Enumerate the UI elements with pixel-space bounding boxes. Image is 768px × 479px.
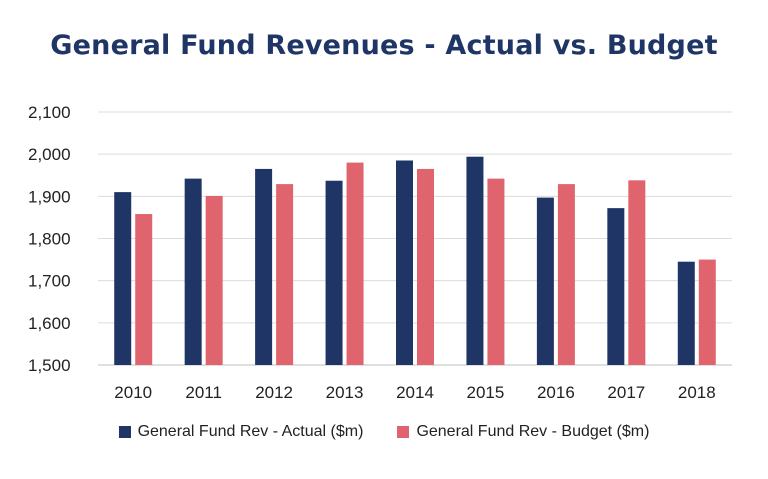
x-tick-label: 2014 (396, 383, 434, 402)
legend-swatch-actual (118, 426, 131, 438)
grid-lines (98, 111, 732, 366)
y-tick-label: 1,800 (28, 230, 71, 249)
y-axis: 1,500 1,600 1,700 1,800 1,900 2,000 2,100 (28, 103, 71, 375)
legend-swatch-budget (397, 426, 410, 438)
x-tick-label: 2011 (185, 383, 222, 402)
bar-actual (114, 192, 132, 365)
bar-budget (135, 214, 153, 365)
bar-budget (417, 168, 434, 365)
y-tick-label: 1,500 (28, 356, 71, 375)
bar-actual (255, 168, 273, 365)
legend-label-budget: General Fund Rev - Budget ($m) (416, 423, 650, 440)
bar-budget (487, 178, 505, 365)
x-tick-label: 2013 (326, 383, 364, 402)
x-tick-label: 2017 (607, 383, 645, 402)
x-tick-label: 2018 (678, 383, 716, 402)
bar-actual (536, 197, 554, 365)
bar-budget (628, 180, 646, 365)
x-tick-label: 2010 (114, 383, 152, 402)
chart-title: General Fund Revenues - Actual vs. Budge… (50, 30, 718, 61)
bars (114, 156, 716, 365)
bar-budget (346, 162, 364, 365)
x-tick-label: 2015 (467, 383, 505, 402)
bar-budget (698, 259, 716, 365)
bar-budget (276, 184, 294, 365)
bar-actual (184, 178, 202, 365)
bar-actual (677, 261, 695, 365)
y-tick-label: 1,700 (28, 272, 71, 291)
x-tick-label: 2016 (537, 383, 575, 402)
legend-item-budget: General Fund Rev - Budget ($m) (397, 423, 649, 441)
y-tick-label: 1,900 (28, 187, 71, 206)
y-tick-label: 1,600 (28, 314, 71, 333)
legend: General Fund Rev - Actual ($m) General F… (0, 423, 768, 441)
bar-actual (607, 208, 625, 365)
x-tick-label: 2012 (255, 383, 293, 402)
y-tick-label: 2,000 (28, 145, 71, 164)
bar-actual (466, 156, 484, 365)
legend-label-actual: General Fund Rev - Actual ($m) (137, 423, 364, 440)
bar-actual (396, 160, 413, 365)
bar-budget (557, 184, 575, 365)
bar-actual (325, 180, 343, 365)
bar-budget (205, 195, 223, 365)
x-axis: 2010 2011 2012 2013 2014 2015 2016 2017 2018 (114, 383, 715, 402)
y-tick-label: 2,100 (28, 103, 71, 122)
legend-item-actual: General Fund Rev - Actual ($m) (118, 423, 364, 441)
